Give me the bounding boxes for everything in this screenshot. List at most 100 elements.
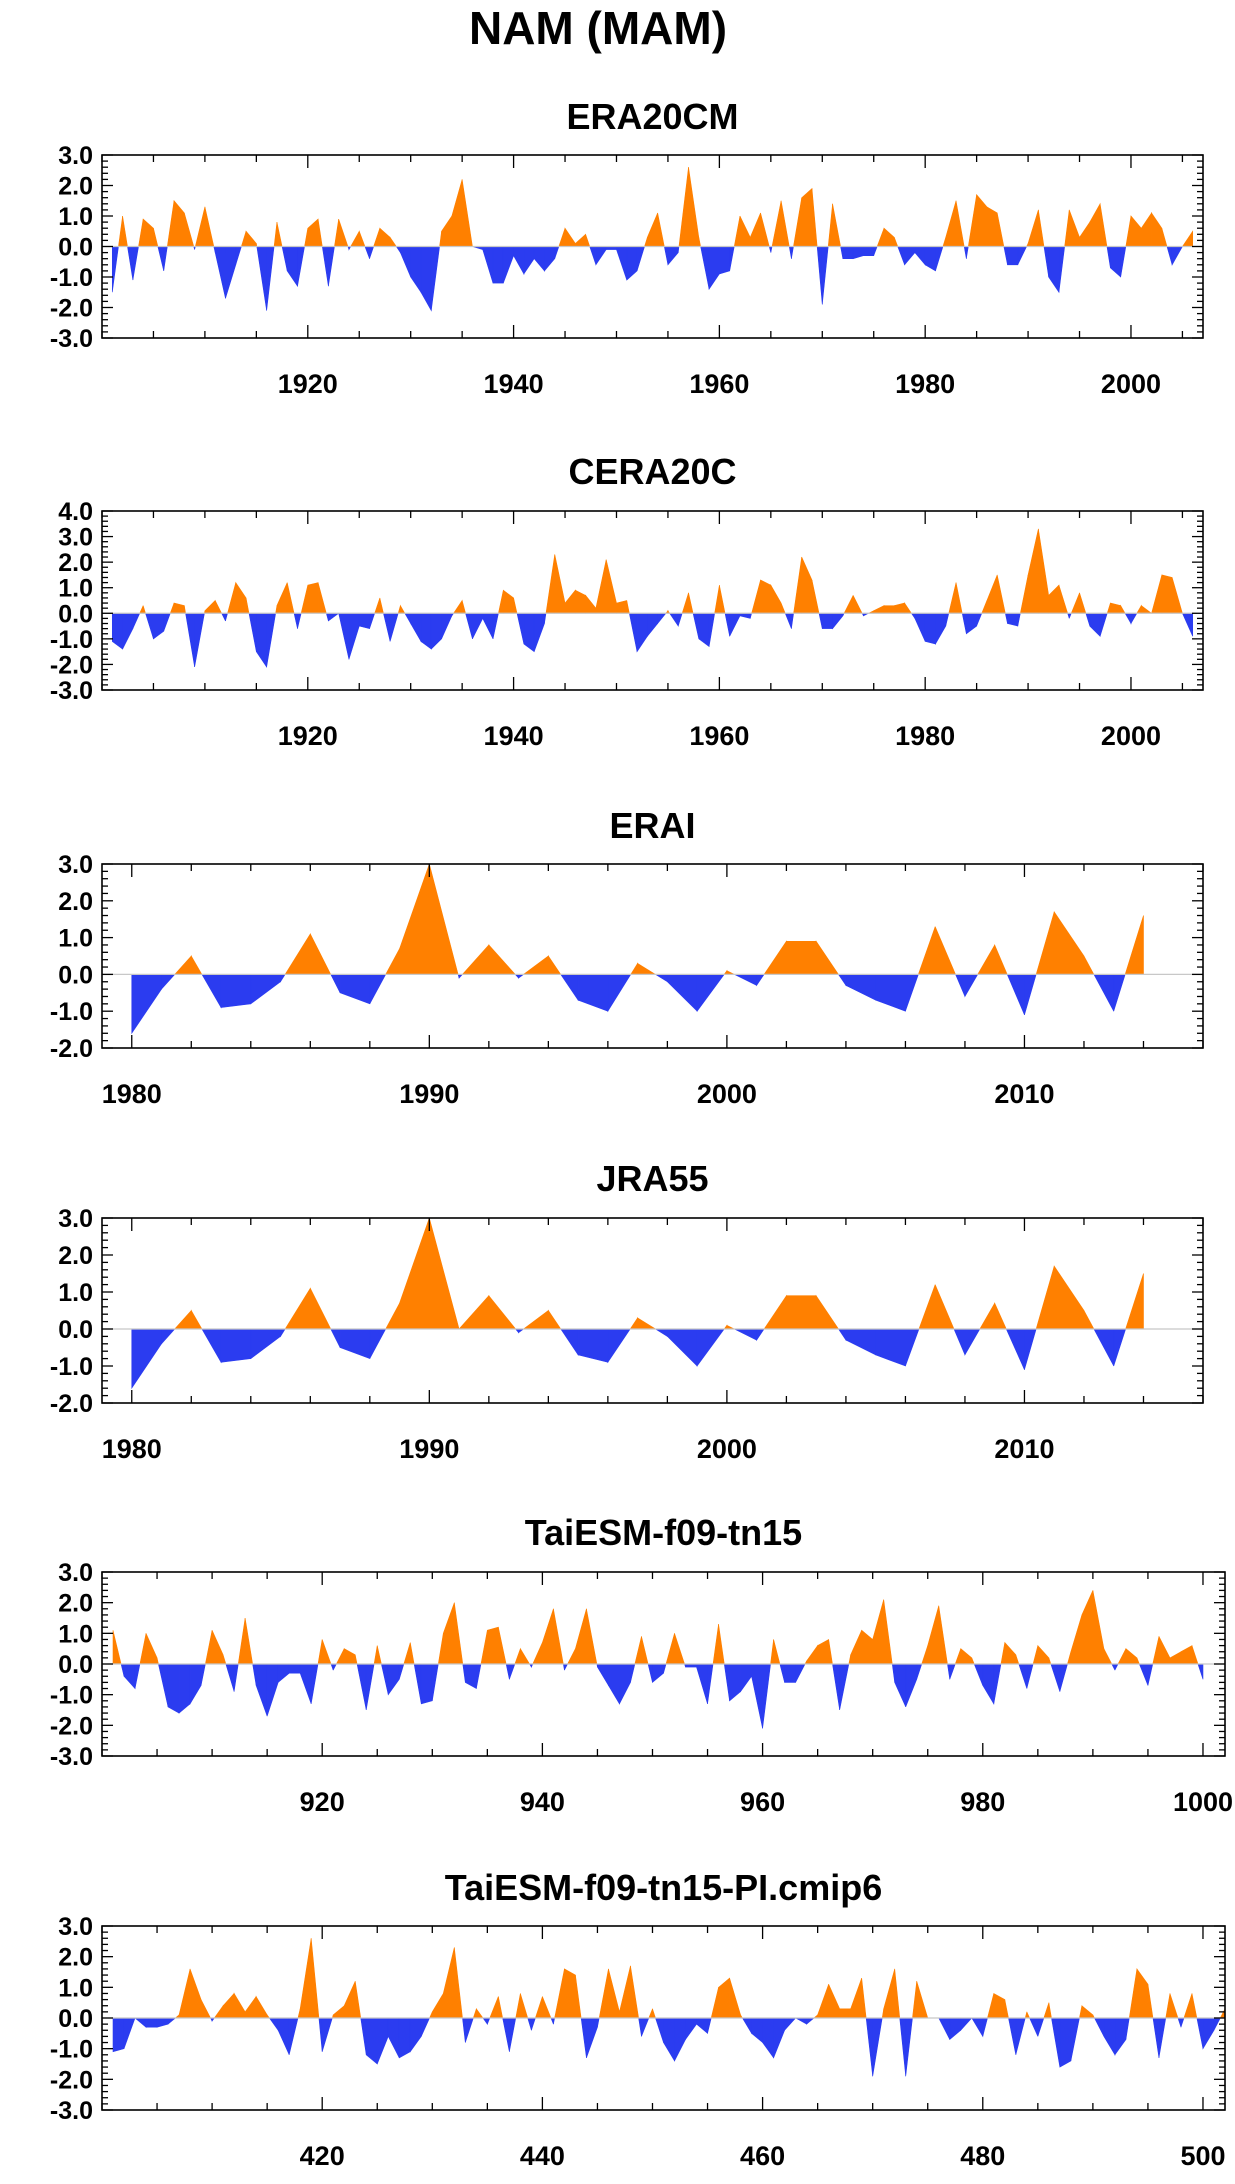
positive-anomaly-area <box>1081 2005 1094 2019</box>
negative-anomaly-area <box>235 246 242 265</box>
negative-anomaly-area <box>976 612 983 627</box>
positive-anomaly-area <box>429 2011 433 2019</box>
positive-anomaly-area <box>488 944 516 975</box>
positive-anomaly-area <box>760 579 772 614</box>
positive-anomaly-area <box>894 1968 901 2019</box>
negative-anomaly-area <box>369 612 376 629</box>
negative-anomaly-area <box>577 974 609 1012</box>
positive-anomaly-area <box>883 1599 893 1665</box>
negative-anomaly-area <box>964 974 979 998</box>
negative-anomaly-area <box>281 246 288 271</box>
positive-anomaly-area <box>1165 1993 1171 2019</box>
positive-anomaly-area <box>688 167 700 247</box>
negative-anomaly-area <box>1130 612 1138 625</box>
positive-anomaly-area <box>122 215 128 247</box>
panel-title: JRA55 <box>596 1158 708 1199</box>
negative-anomaly-area <box>131 1328 162 1390</box>
negative-anomaly-area <box>677 246 680 253</box>
positive-anomaly-area <box>233 1992 246 2019</box>
x-tick-label: 1000 <box>1173 1787 1233 1817</box>
negative-anomaly-area <box>953 1328 966 1356</box>
positive-anomaly-area <box>993 1992 1006 2019</box>
negative-anomaly-area <box>420 246 432 312</box>
positive-anomaly-area <box>1158 1636 1171 1665</box>
negative-anomaly-area <box>389 612 399 642</box>
negative-anomaly-area <box>1196 2017 1204 2049</box>
positive-anomaly-area <box>815 1294 840 1330</box>
negative-anomaly-area <box>509 1663 516 1680</box>
positive-anomaly-area <box>403 1642 411 1665</box>
negative-anomaly-area <box>256 246 267 311</box>
negative-anomaly-area <box>1152 2017 1160 2058</box>
y-tick-label: 2.0 <box>58 888 93 916</box>
negative-anomaly-area <box>837 974 847 987</box>
positive-anomaly-area <box>575 1608 587 1665</box>
positive-anomaly-area <box>843 595 854 614</box>
negative-anomaly-area <box>1048 246 1060 294</box>
positive-anomaly-area <box>652 2008 656 2019</box>
negative-anomaly-area <box>134 2017 147 2028</box>
negative-anomaly-area <box>360 2017 367 2055</box>
positive-anomaly-area <box>780 602 786 614</box>
positive-anomaly-area <box>276 582 288 614</box>
negative-anomaly-area <box>696 1663 708 1704</box>
negative-anomaly-area <box>156 2017 169 2028</box>
negative-anomaly-area <box>163 612 171 632</box>
negative-anomaly-area <box>1138 1663 1149 1686</box>
negative-anomaly-area <box>655 2017 664 2043</box>
positive-anomaly-area <box>169 602 175 614</box>
positive-anomaly-area <box>585 234 591 247</box>
x-tick-label: 1920 <box>278 721 338 751</box>
positive-anomaly-area <box>945 200 957 247</box>
positive-anomaly-area <box>409 1642 415 1665</box>
negative-anomaly-area <box>560 1328 579 1356</box>
positive-anomaly-area <box>630 1965 639 2019</box>
positive-anomaly-area <box>712 1624 719 1665</box>
negative-anomaly-area <box>707 2017 712 2034</box>
negative-anomaly-area <box>189 1663 202 1705</box>
negative-anomaly-area <box>657 612 667 625</box>
negative-anomaly-area <box>220 974 252 1008</box>
negative-anomaly-area <box>318 2017 323 2052</box>
y-tick-label: 2.0 <box>58 173 93 201</box>
negative-anomaly-area <box>971 2017 984 2038</box>
positive-anomaly-area <box>634 1636 642 1665</box>
negative-anomaly-area <box>708 246 720 291</box>
negative-anomaly-area <box>982 2017 988 2037</box>
x-tick-label: 2010 <box>994 1434 1054 1464</box>
positive-anomaly-area <box>142 218 154 247</box>
negative-anomaly-area <box>369 246 375 259</box>
negative-anomaly-area <box>724 612 730 637</box>
positive-anomaly-area <box>698 237 701 247</box>
negative-anomaly-area <box>924 612 936 645</box>
positive-anomaly-area <box>400 604 406 614</box>
positive-anomaly-area <box>321 1639 332 1665</box>
positive-anomaly-area <box>955 200 965 247</box>
x-tick-label: 2010 <box>994 1079 1054 1109</box>
y-tick-label: 0.0 <box>58 1316 93 1344</box>
negative-anomaly-area <box>544 612 547 624</box>
positive-anomaly-area <box>1048 1657 1052 1665</box>
positive-anomaly-area <box>156 1657 159 1665</box>
positive-anomaly-area <box>605 559 617 614</box>
x-tick-label: 1980 <box>895 369 955 399</box>
negative-anomaly-area <box>410 246 422 294</box>
negative-anomaly-area <box>365 1663 375 1711</box>
negative-anomaly-area <box>589 246 597 265</box>
positive-anomaly-area <box>894 237 899 247</box>
negative-anomaly-area <box>266 612 276 668</box>
positive-anomaly-area <box>429 1217 460 1330</box>
y-tick-label: 3.0 <box>58 851 93 879</box>
positive-anomaly-area <box>235 581 247 614</box>
positive-anomaly-area <box>942 237 947 247</box>
x-tick-label: 440 <box>520 2141 565 2171</box>
negative-anomaly-area <box>963 246 967 259</box>
positive-anomaly-area <box>714 585 720 614</box>
y-tick-label: -2.0 <box>50 1035 93 1063</box>
negative-anomaly-area <box>1180 2017 1185 2028</box>
negative-anomaly-area <box>698 612 710 648</box>
positive-anomaly-area <box>1099 203 1108 247</box>
positive-anomaly-area <box>801 556 813 614</box>
negative-anomaly-area <box>554 246 560 259</box>
